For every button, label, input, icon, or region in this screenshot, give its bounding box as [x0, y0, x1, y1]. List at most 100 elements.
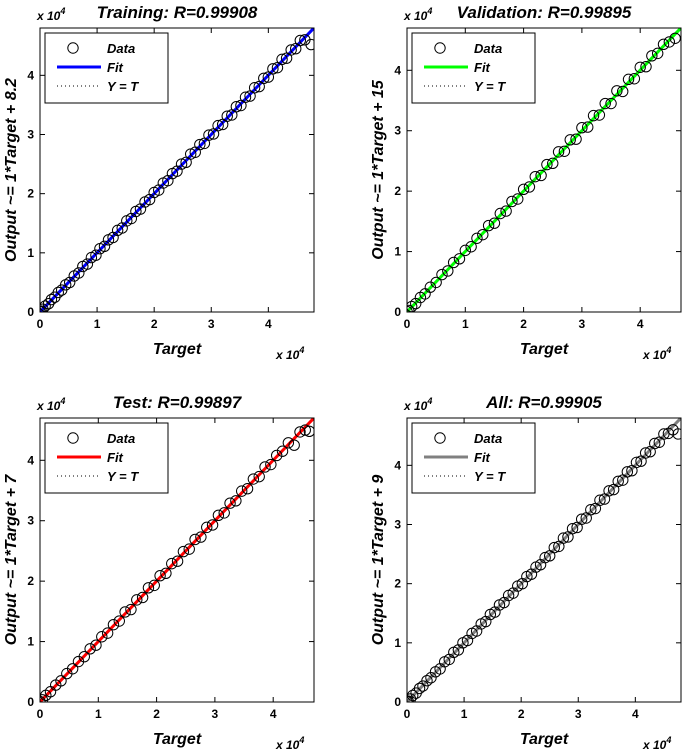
legend-data-marker — [434, 432, 446, 444]
data-point — [81, 258, 94, 270]
y-tick-label: 2 — [27, 574, 34, 588]
y-tick-label: 1 — [394, 245, 401, 259]
data-point — [294, 426, 306, 438]
data-point — [471, 232, 483, 244]
y-tick-label: 3 — [394, 124, 401, 138]
x-tick-label: 3 — [208, 317, 215, 331]
data-point — [576, 122, 588, 134]
data-point — [535, 169, 547, 182]
data-point — [98, 240, 111, 253]
data-point — [101, 627, 114, 639]
data-point — [658, 428, 670, 440]
data-point — [239, 91, 252, 103]
data-point — [547, 157, 559, 170]
data-point — [253, 470, 265, 483]
data-point — [558, 145, 571, 157]
data-point — [96, 631, 108, 643]
data-point — [236, 485, 248, 497]
x-tick-label: 1 — [462, 317, 469, 331]
legend: Data Fit Y = T — [44, 422, 169, 494]
legend-identity-label: Y = T — [107, 79, 139, 94]
x-tick-label: 0 — [37, 317, 44, 331]
chart-panel-4: All: R=0.99905 x 104 x 104 0 1 2 3 4 0 1 2 3 4 Target… — [370, 393, 682, 752]
data-point — [639, 447, 652, 459]
data-point — [55, 675, 67, 687]
y-tick-label: 3 — [394, 518, 401, 532]
fit-line — [40, 418, 314, 702]
data-point — [628, 73, 641, 85]
chart-panel-3: Test: R=0.99897 x 104 x 104 0 1 2 3 4 0 1 2 3 4 Targe… — [3, 393, 315, 752]
data-point — [649, 437, 661, 450]
y-tick-label: 4 — [27, 68, 34, 82]
data-point — [663, 36, 676, 48]
x-scale-label: x 104 — [642, 735, 671, 752]
y-tick-label: 1 — [27, 246, 34, 260]
data-point — [657, 38, 670, 51]
legend-fit-label: Fit — [474, 60, 491, 75]
chart-title: Test: R=0.99897 — [113, 393, 243, 412]
plot-area — [407, 418, 681, 702]
x-tick-label: 4 — [265, 317, 272, 331]
data-point — [603, 485, 615, 497]
data-point — [407, 693, 417, 702]
data-point — [465, 241, 477, 253]
data-point — [265, 458, 277, 471]
data-point — [247, 473, 260, 485]
data-point — [189, 533, 201, 546]
chart-title: All: R=0.99905 — [485, 393, 602, 412]
axes-box — [406, 27, 682, 313]
data-point — [621, 466, 634, 478]
x-tick-label: 1 — [95, 707, 102, 721]
data-point — [276, 445, 289, 457]
data-point — [270, 449, 283, 462]
data-point — [90, 639, 102, 651]
data-point — [218, 507, 230, 519]
x-axis-label: Target — [520, 341, 569, 358]
data-point — [585, 504, 597, 516]
x-axis-label: Target — [153, 731, 202, 748]
data-point — [221, 110, 233, 122]
x-tick-label: 4 — [270, 707, 277, 721]
legend-data-marker — [67, 432, 79, 444]
axes-box — [406, 417, 682, 703]
legend-data-label: Data — [474, 41, 502, 56]
y-tick-label: 4 — [394, 458, 401, 472]
fit-line — [407, 28, 681, 312]
data-point — [622, 73, 635, 86]
data-point — [436, 268, 448, 281]
data-point — [413, 682, 426, 695]
y-tick-label: 4 — [394, 63, 401, 77]
data-point — [566, 522, 579, 535]
legend-fit-label: Fit — [107, 60, 124, 75]
plot-area — [407, 28, 681, 312]
x-tick-label: 3 — [575, 707, 582, 721]
x-tick-label: 1 — [461, 707, 468, 721]
x-scale-label: x 104 — [642, 345, 671, 362]
data-point — [587, 109, 600, 122]
data-point — [45, 293, 58, 306]
x-axis-label: Target — [520, 731, 569, 748]
y-tick-label: 4 — [27, 453, 34, 467]
data-point — [160, 567, 172, 579]
y-axis-label: Output ~= 1*Target + 7 — [3, 474, 20, 646]
data-point — [282, 437, 295, 449]
legend-data-marker — [67, 42, 79, 54]
data-point — [66, 663, 79, 675]
data-point — [201, 521, 213, 534]
y-scale-label: x 104 — [36, 6, 65, 23]
data-point — [84, 643, 96, 655]
data-point — [599, 97, 611, 110]
y-tick-label: 2 — [394, 577, 401, 591]
data-point — [212, 119, 224, 132]
y-scale-label: x 104 — [36, 396, 65, 413]
data-point — [640, 60, 652, 73]
x-tick-label: 4 — [632, 707, 639, 721]
data-point — [500, 205, 512, 217]
data-point — [630, 456, 643, 469]
data-point — [113, 615, 125, 627]
data-point — [131, 594, 143, 606]
data-point — [494, 207, 506, 220]
legend-data-label: Data — [474, 431, 502, 446]
data-point — [299, 424, 311, 436]
data-point — [258, 72, 270, 84]
